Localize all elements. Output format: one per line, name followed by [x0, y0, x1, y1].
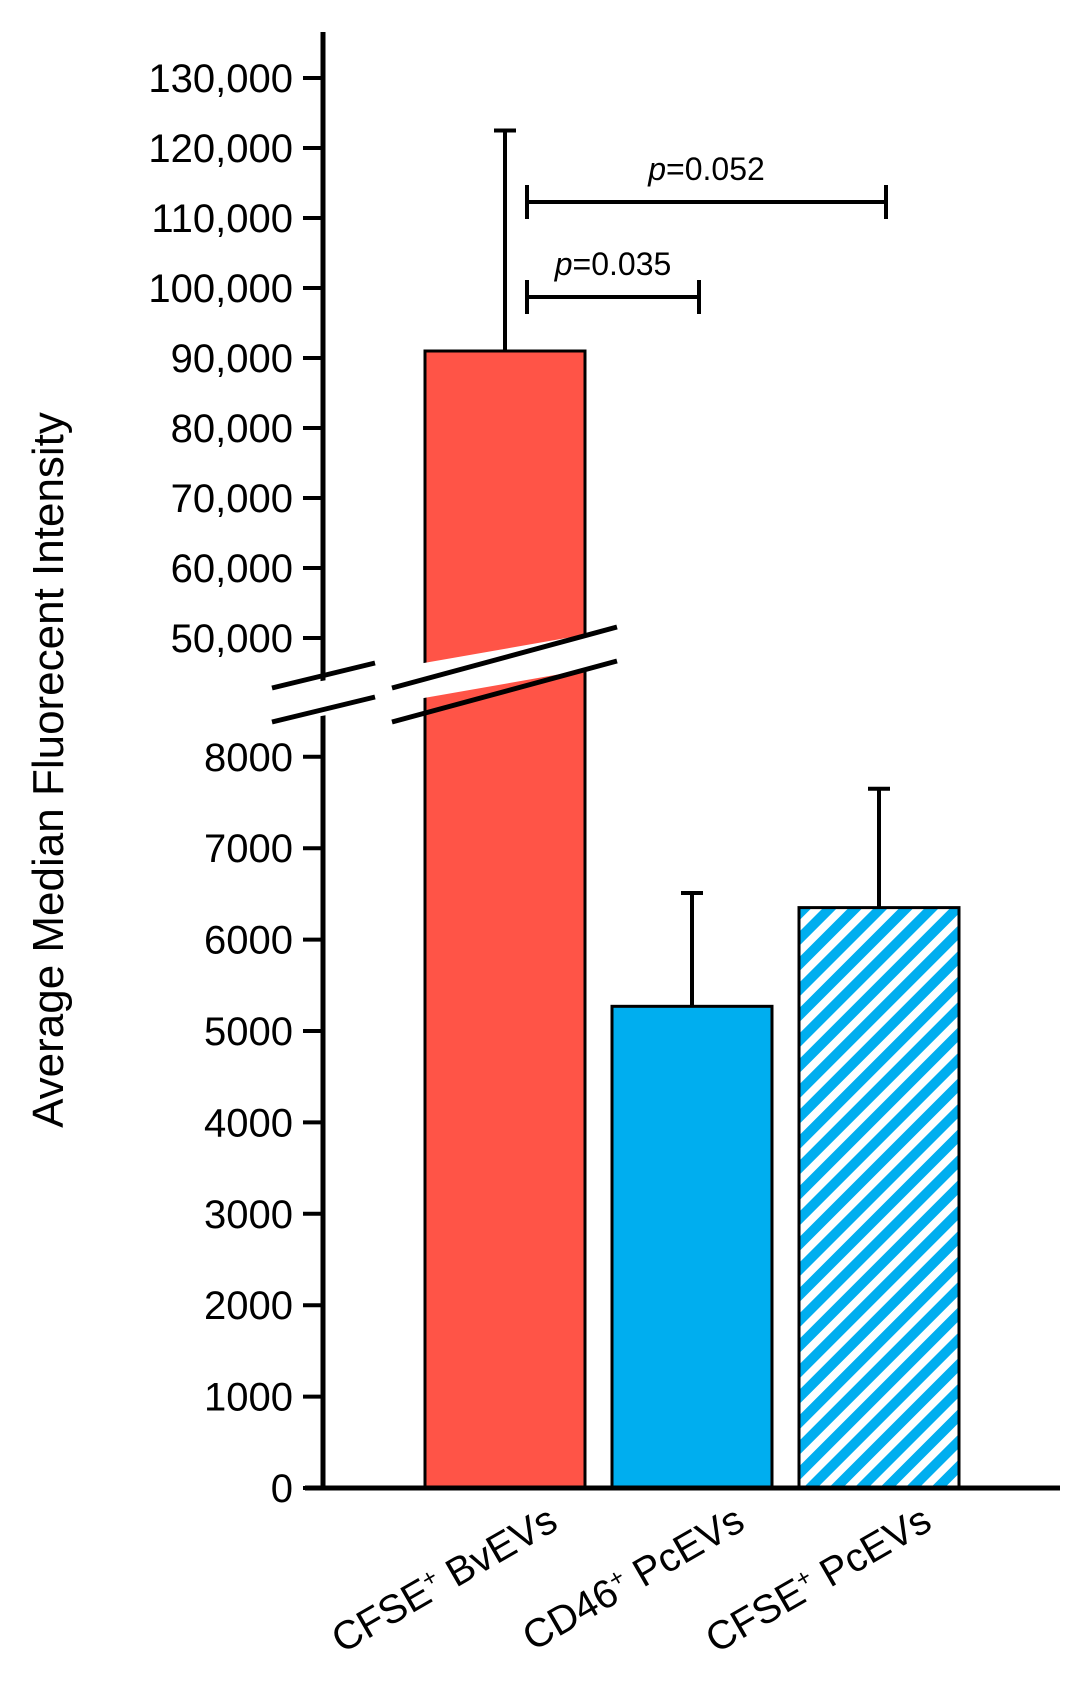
y-tick-label: 2000	[204, 1284, 293, 1328]
y-tick-label: 60,000	[171, 547, 293, 591]
p-value-label: p=0.052	[647, 151, 765, 187]
y-tick-label: 110,000	[151, 197, 293, 241]
y-tick-label: 130,000	[148, 57, 293, 101]
y-axis-ticks: 0 1000 2000 3000 4000 5000 6000 7000 8000 50,000 6…	[148, 57, 323, 1511]
y-tick-label: 8000	[204, 736, 293, 780]
y-tick-label: 80,000	[171, 407, 293, 451]
y-tick-label: 6000	[204, 919, 293, 963]
y-tick-label: 90,000	[171, 337, 293, 381]
y-tick-label: 50,000	[171, 617, 293, 661]
axis-break-marker	[270, 624, 618, 725]
bar-1	[423, 349, 587, 1490]
y-tick-label: 120,000	[148, 127, 293, 171]
significance-brackets: p=0.035 p=0.052	[525, 151, 888, 314]
bar-3	[797, 906, 961, 1490]
bars	[423, 349, 961, 1490]
y-tick-label: 1000	[204, 1376, 293, 1420]
y-tick-label: 3000	[204, 1193, 293, 1237]
y-tick-label: 100,000	[148, 267, 293, 311]
y-tick-label: 0	[271, 1467, 293, 1511]
error-bars	[494, 128, 890, 1007]
y-tick-label: 7000	[204, 827, 293, 871]
bar-2	[610, 1004, 774, 1490]
y-tick-label: 70,000	[171, 477, 293, 521]
y-tick-label: 4000	[204, 1101, 293, 1145]
y-tick-label: 5000	[204, 1010, 293, 1054]
p-value-label: p=0.035	[554, 246, 672, 282]
y-axis-title: Average Median Fluorecent Intensity	[24, 412, 73, 1128]
